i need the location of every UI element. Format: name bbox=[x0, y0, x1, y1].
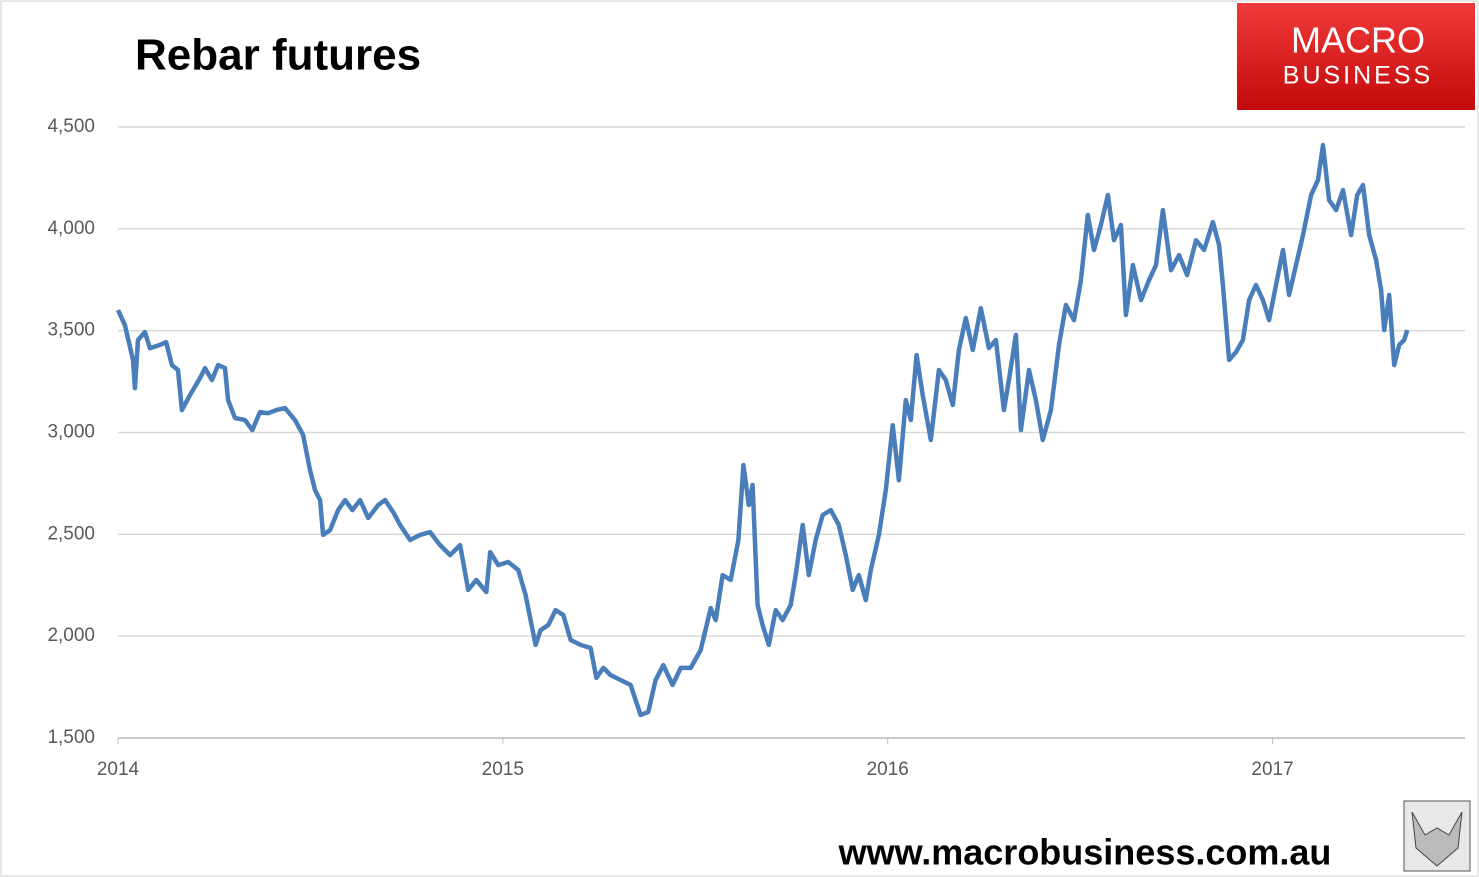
logo-text: BUSINESS bbox=[1283, 62, 1433, 90]
x-tick-label: 2016 bbox=[867, 759, 909, 780]
y-tick-label: 1,500 bbox=[47, 727, 95, 748]
y-tick-label: 4,000 bbox=[47, 218, 95, 239]
x-tick-label: 2017 bbox=[1251, 759, 1293, 780]
x-tick-label: 2014 bbox=[97, 759, 140, 780]
logo-box bbox=[1237, 3, 1475, 110]
y-tick-label: 3,500 bbox=[47, 320, 95, 341]
fox-icon bbox=[1411, 811, 1463, 867]
chart-title: Rebar futures bbox=[135, 31, 421, 80]
y-tick-label: 4,500 bbox=[47, 116, 95, 137]
logo-text: MACRO bbox=[1291, 20, 1425, 61]
y-tick-label: 2,000 bbox=[47, 625, 95, 646]
x-tick-label: 2015 bbox=[482, 759, 524, 780]
y-tick-label: 3,000 bbox=[47, 422, 95, 443]
footer-url: www.macrobusiness.com.au bbox=[838, 832, 1332, 873]
line-series bbox=[115, 142, 1410, 718]
y-tick-label: 2,500 bbox=[47, 523, 95, 544]
